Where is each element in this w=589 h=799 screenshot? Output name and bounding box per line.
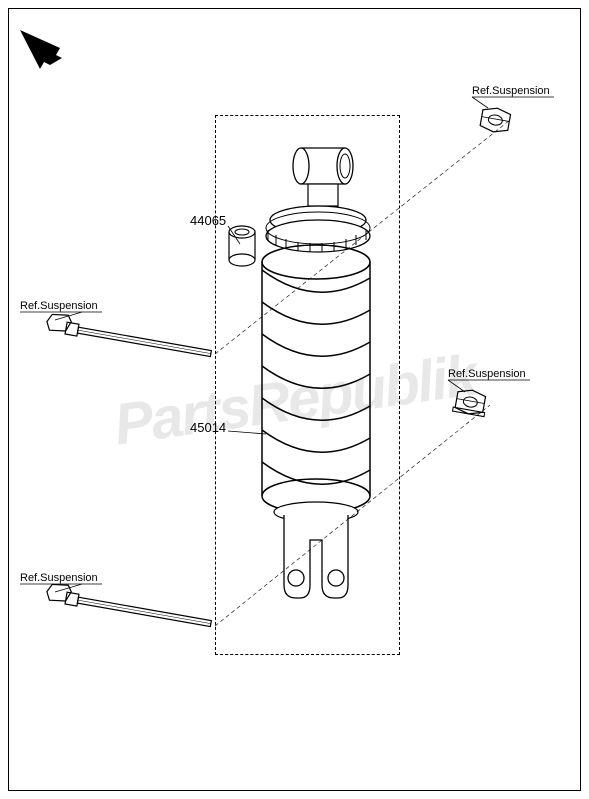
bolt-lower xyxy=(45,582,213,630)
ref-suspension-label-4: Ref.Suspension xyxy=(20,572,98,584)
bolt-upper xyxy=(45,312,213,360)
diagram-svg xyxy=(0,0,589,799)
nut-lower xyxy=(453,387,489,416)
ref-suspension-label-2: Ref.Suspension xyxy=(20,300,98,312)
nut-upper xyxy=(479,106,511,134)
part-number-45014: 45014 xyxy=(190,420,226,435)
bottom-fork xyxy=(284,515,348,598)
shock-absorber xyxy=(262,148,370,598)
part-number-44065: 44065 xyxy=(190,213,226,228)
direction-arrow-icon xyxy=(20,30,62,69)
ref-suspension-label-1: Ref.Suspension xyxy=(472,85,550,97)
diagram-container: PartsRepublik xyxy=(0,0,589,799)
ref-suspension-label-3: Ref.Suspension xyxy=(448,368,526,380)
spring xyxy=(262,245,370,513)
bushing xyxy=(229,226,255,266)
